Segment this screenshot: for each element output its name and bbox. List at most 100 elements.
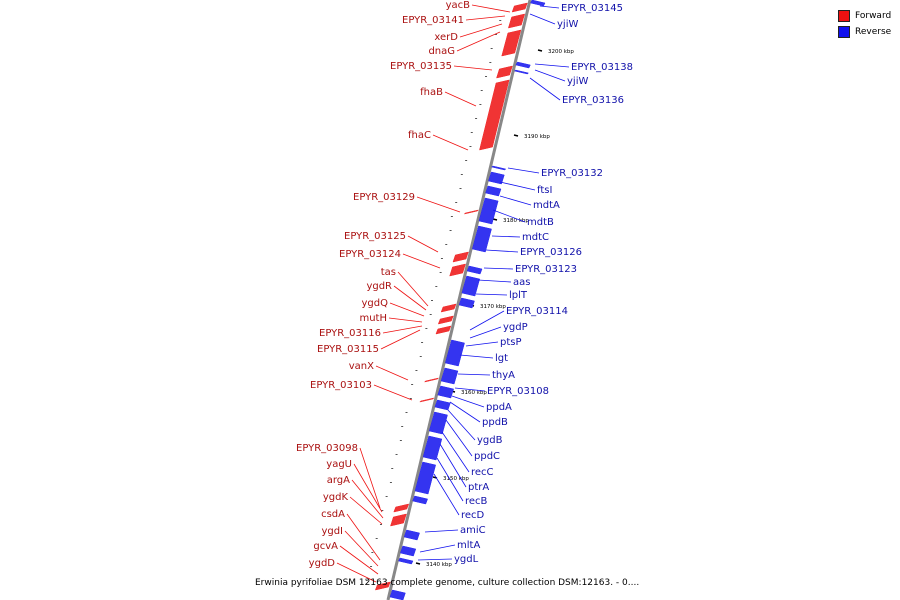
minor-tick <box>445 244 448 245</box>
reverse-gene-label: thyA <box>492 370 515 381</box>
legend-forward-swatch <box>838 10 850 22</box>
gene-shade <box>375 582 391 590</box>
reverse-leader-line <box>445 419 473 457</box>
reverse-leader-line <box>457 373 491 376</box>
minor-tick <box>415 370 418 371</box>
reverse-gene-block <box>478 197 499 225</box>
reverse-leader-line <box>499 181 536 191</box>
reverse-gene-block <box>403 529 420 541</box>
minor-tick <box>391 468 394 469</box>
reverse-gene-label: EPYR_03126 <box>520 247 582 258</box>
gene-shade <box>424 378 439 382</box>
gene-shade <box>514 70 529 74</box>
minor-tick <box>435 286 438 287</box>
forward-gene-label: dnaG <box>428 46 455 57</box>
forward-leader-line <box>346 513 381 561</box>
feature-layer <box>374 0 546 600</box>
reverse-leader-line <box>507 167 540 174</box>
minor-tick <box>395 454 398 455</box>
minor-tick <box>421 342 424 343</box>
forward-gene-label: ygdQ <box>362 298 389 309</box>
minor-tick <box>440 258 443 259</box>
forward-gene-block <box>393 503 410 513</box>
reverse-gene-label: ftsI <box>537 185 552 196</box>
forward-gene-block <box>437 315 454 325</box>
gene-shade <box>435 326 451 334</box>
tick-mark <box>513 134 519 137</box>
legend: Forward Reverse <box>838 8 891 40</box>
legend-reverse-swatch <box>838 26 850 38</box>
tick-label: 3200 kbp <box>548 49 574 55</box>
minor-tick <box>365 580 368 581</box>
forward-gene-label: EPYR_03116 <box>319 328 381 339</box>
gene-shade <box>508 14 525 28</box>
reverse-leader-line <box>449 401 481 423</box>
minor-tick <box>370 566 373 567</box>
minor-tick <box>460 174 463 175</box>
forward-gene-block <box>479 79 510 151</box>
gene-shade <box>438 316 454 324</box>
forward-gene-label: argA <box>327 475 350 486</box>
reverse-gene-label: yjiW <box>567 76 588 87</box>
forward-gene-block <box>508 13 526 29</box>
forward-leader-line <box>416 196 461 213</box>
reverse-gene-block <box>414 461 436 495</box>
reverse-gene-label: ppdB <box>482 417 508 428</box>
reverse-leader-line <box>534 63 570 68</box>
tick-label: 3180 kbp <box>503 218 529 224</box>
forward-gene-label: xerD <box>434 32 458 43</box>
forward-gene-block <box>511 2 528 13</box>
reverse-gene-block <box>398 557 414 565</box>
reverse-gene-label: mdtB <box>527 217 554 228</box>
reverse-leader-line <box>475 293 508 296</box>
reverse-gene-block <box>440 367 459 385</box>
reverse-gene-label: ptsP <box>500 337 522 348</box>
forward-gene-block <box>435 325 452 335</box>
forward-gene-block <box>374 581 391 591</box>
forward-leader-line <box>344 530 379 567</box>
reverse-gene-block <box>485 185 502 197</box>
gene-shade <box>461 276 480 296</box>
gene-shade <box>491 166 506 170</box>
gene-shade <box>423 436 442 460</box>
minor-tick <box>405 412 408 413</box>
reverse-gene-label: ptrA <box>468 482 489 493</box>
forward-gene-label: mutH <box>359 313 387 324</box>
reverse-leader-line <box>534 69 566 82</box>
gene-shade <box>441 304 457 312</box>
minor-tick <box>429 314 432 315</box>
reverse-gene-block <box>389 589 406 600</box>
minor-tick <box>379 524 382 525</box>
legend-reverse: Reverse <box>838 24 891 40</box>
reverse-gene-block <box>445 339 465 367</box>
gene-shade <box>390 590 406 600</box>
forward-leader-line <box>353 463 383 513</box>
forward-gene-block <box>463 209 480 215</box>
gene-shade <box>398 558 413 564</box>
reverse-leader-line <box>485 249 519 253</box>
gene-shade <box>501 30 521 56</box>
forward-leader-line <box>444 91 477 107</box>
reverse-gene-label: ygdB <box>477 435 503 446</box>
forward-gene-block <box>423 377 440 383</box>
minor-tick <box>399 440 402 441</box>
gene-shade <box>512 3 528 12</box>
reverse-gene-label: ygdL <box>454 554 479 565</box>
forward-leader-line <box>393 285 427 311</box>
minor-tick <box>431 300 433 301</box>
reverse-leader-line <box>459 354 494 359</box>
forward-leader-line <box>453 65 493 71</box>
genome-axis <box>386 0 532 600</box>
forward-leader-line <box>375 365 409 381</box>
forward-gene-block <box>501 29 522 57</box>
reverse-leader-line <box>465 341 499 347</box>
reverse-gene-block <box>491 165 507 171</box>
forward-leader-line <box>359 447 381 509</box>
forward-leader-line <box>456 31 501 52</box>
reverse-gene-block <box>461 275 480 297</box>
gene-shade <box>452 252 469 262</box>
forward-gene-block <box>449 263 466 277</box>
reverse-gene-label: EPYR_03132 <box>541 168 603 179</box>
forward-gene-block <box>390 513 407 527</box>
reverse-gene-label: ppdA <box>486 402 512 413</box>
